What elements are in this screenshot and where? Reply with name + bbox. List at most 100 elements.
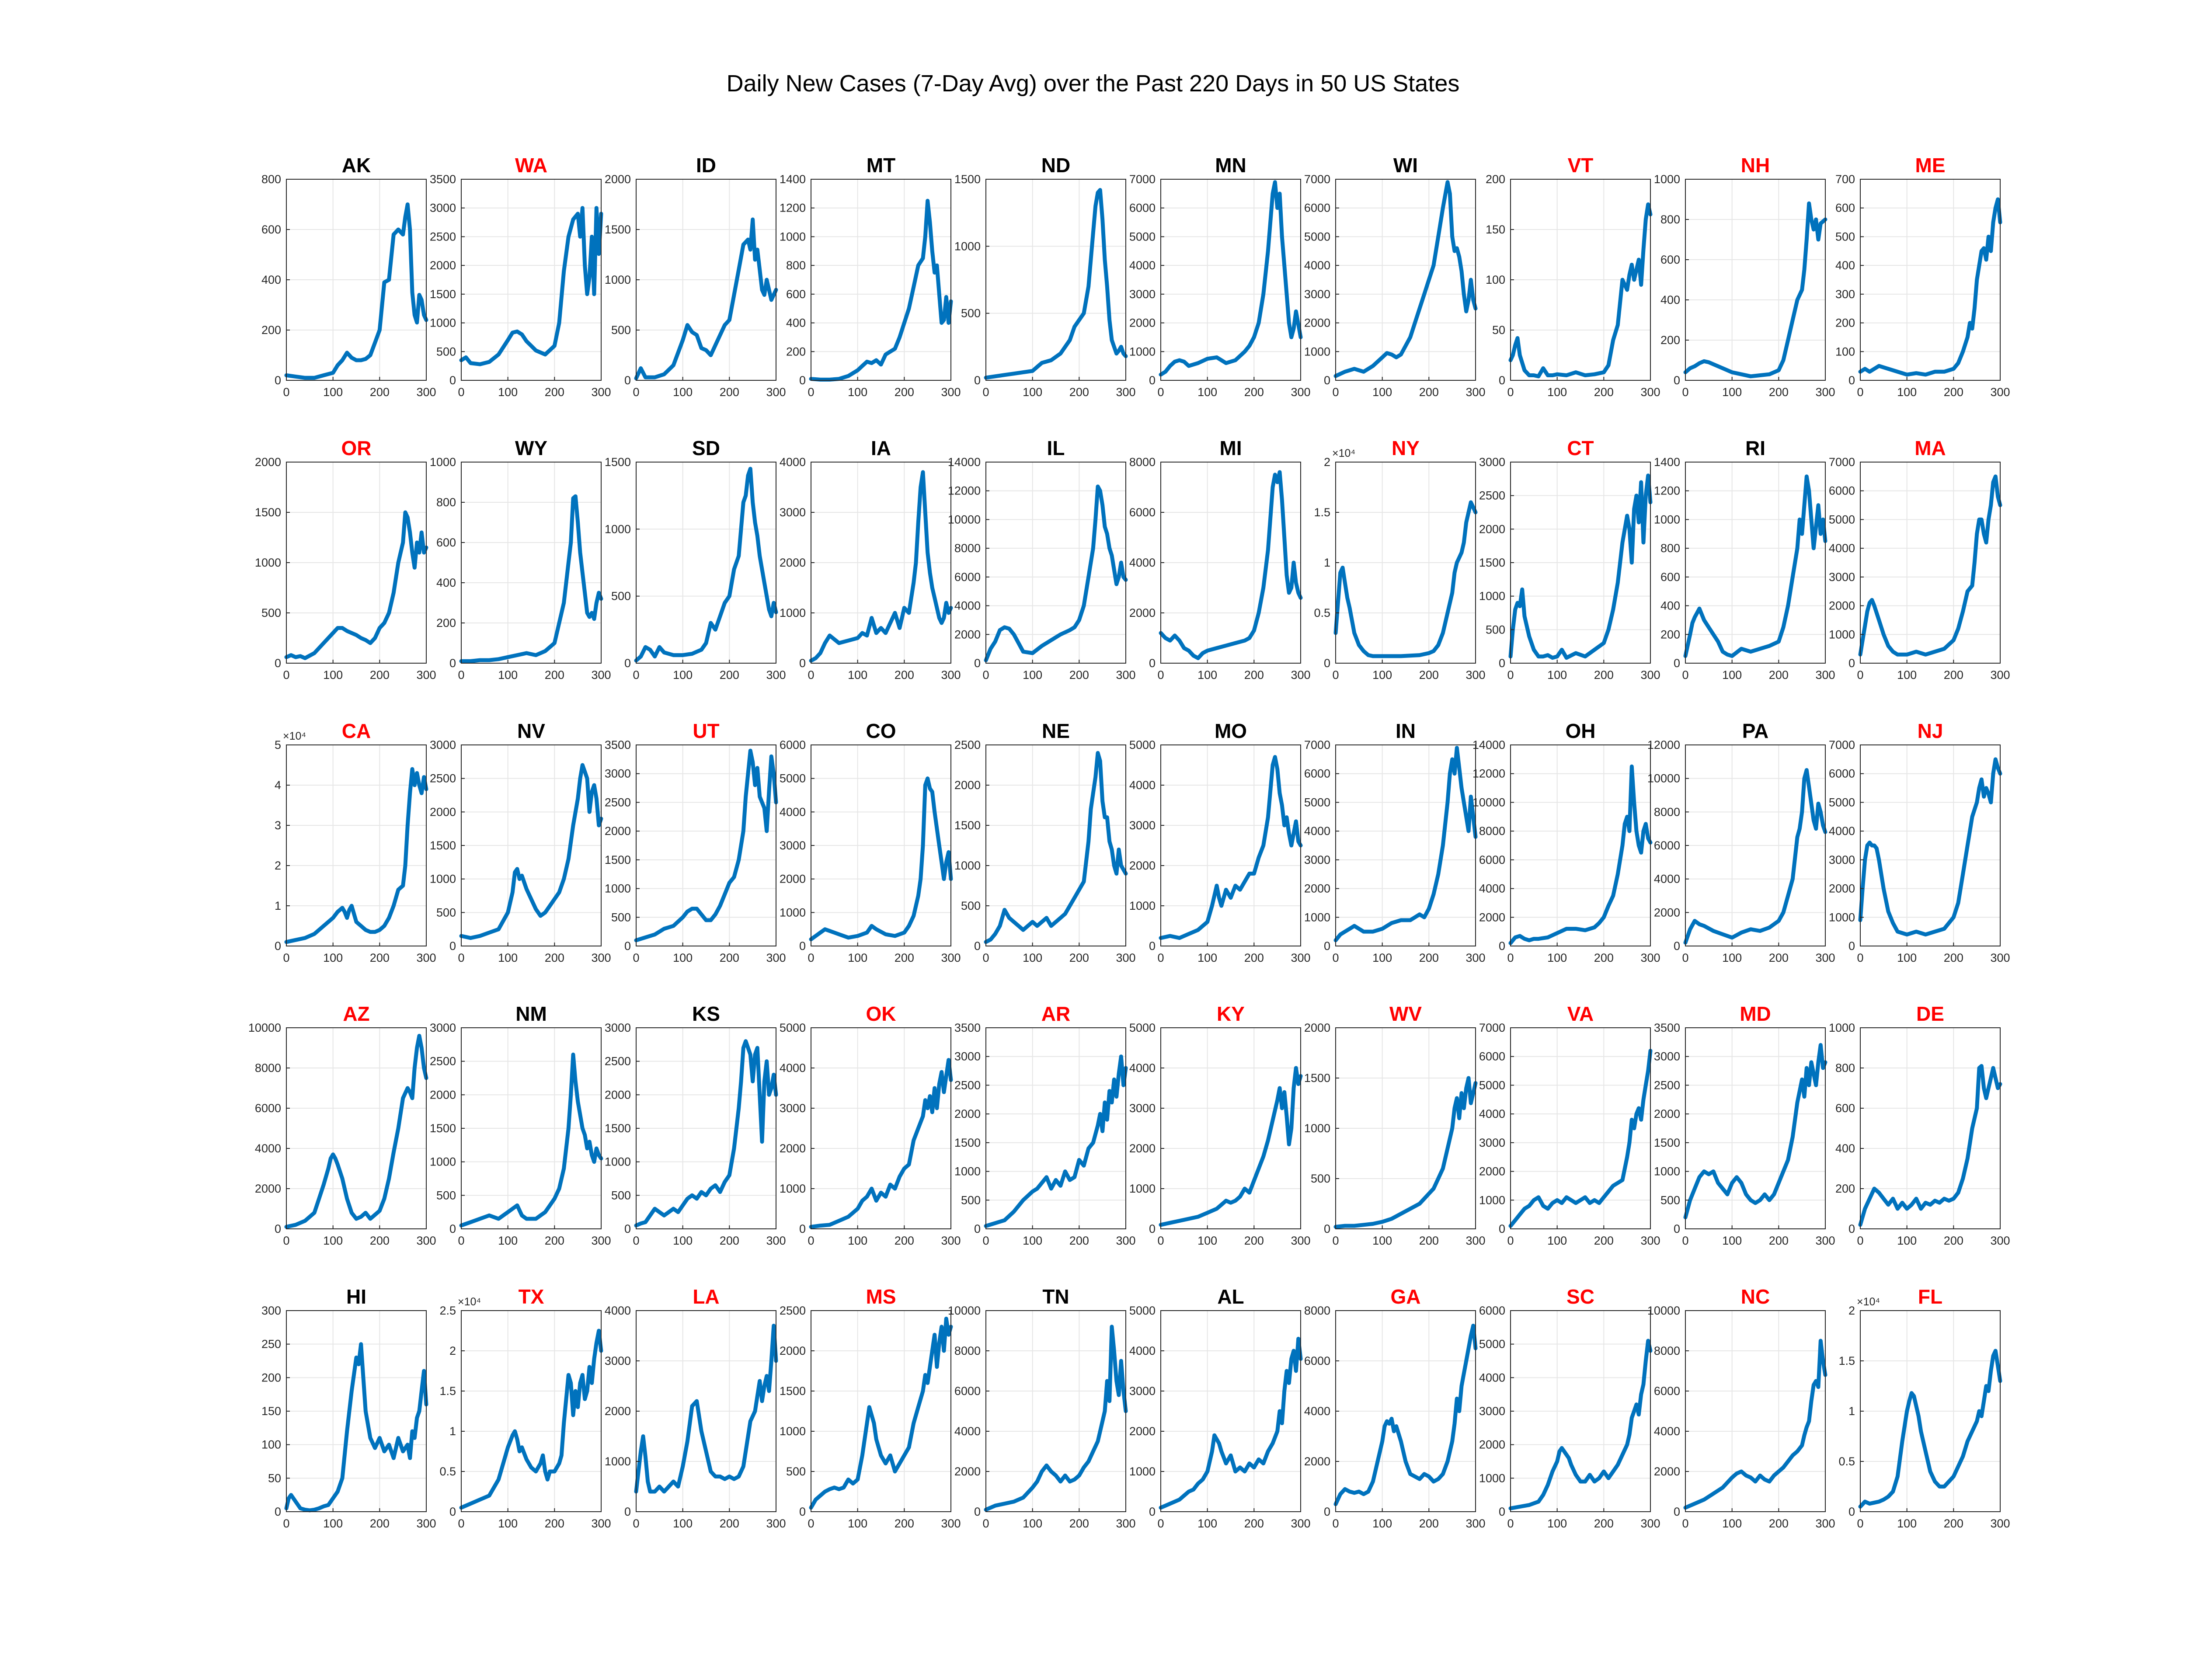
axes-box bbox=[1685, 1310, 1826, 1512]
y-tick-label: 5000 bbox=[1829, 513, 1855, 526]
x-tick-label: 0 bbox=[1507, 668, 1514, 682]
x-tick-label: 0 bbox=[982, 951, 989, 964]
x-tick-label: 0 bbox=[633, 1234, 639, 1247]
x-tick-label: 0 bbox=[1507, 951, 1514, 964]
y-tick-label: 0 bbox=[1674, 1505, 1680, 1518]
subplot-nj: 0 100 200 30001000200030004000500060007000N… bbox=[1829, 720, 2010, 964]
subplot-title: CT bbox=[1567, 437, 1594, 459]
x-tick-label: 0 bbox=[1157, 951, 1164, 964]
y-tick-label: 3000 bbox=[1129, 1102, 1156, 1115]
x-tick-label: 300 bbox=[1291, 1517, 1310, 1530]
y-tick-label: 2000 bbox=[780, 1344, 806, 1357]
y-tick-label: 1500 bbox=[605, 456, 631, 469]
y-tick-label: 4000 bbox=[1129, 556, 1156, 569]
series-line-oh bbox=[1508, 764, 1653, 945]
y-tick-label: 0 bbox=[974, 374, 981, 387]
x-tick-label: 0 bbox=[458, 386, 464, 399]
y-tick-label: 2000 bbox=[1129, 1425, 1156, 1438]
y-tick-label: 0 bbox=[1149, 657, 1156, 670]
x-tick-label: 0 bbox=[1332, 1517, 1339, 1530]
x-tick-label: 200 bbox=[895, 1234, 914, 1247]
y-tick-label: 1 bbox=[1848, 1405, 1855, 1418]
series-line-nv bbox=[459, 763, 603, 940]
x-tick-label: 300 bbox=[766, 1517, 786, 1530]
y-tick-label: 0.5 bbox=[1314, 606, 1330, 619]
subplot-title: MD bbox=[1740, 1002, 1771, 1025]
y-tick-label: 3000 bbox=[605, 1354, 631, 1367]
subplot-title: MT bbox=[867, 154, 895, 177]
y-tick-label: 2000 bbox=[1129, 859, 1156, 872]
x-tick-label: 300 bbox=[1990, 668, 2010, 682]
x-tick-label: 200 bbox=[1419, 1234, 1439, 1247]
y-tick-label: 2000 bbox=[780, 556, 806, 569]
y-tick-label: 600 bbox=[1835, 1102, 1855, 1115]
x-tick-label: 200 bbox=[1069, 951, 1089, 964]
x-tick-label: 0 bbox=[1157, 1517, 1164, 1530]
y-tick-label: 2000 bbox=[780, 1142, 806, 1155]
y-tick-label: 5000 bbox=[1479, 1078, 1505, 1092]
plot-area bbox=[1161, 1311, 1301, 1512]
plot-area bbox=[1685, 1311, 1825, 1512]
x-tick-label: 100 bbox=[1197, 668, 1217, 682]
y-tick-label: 500 bbox=[611, 1189, 631, 1202]
y-tick-label: 2500 bbox=[605, 796, 631, 809]
y-tick-label: 800 bbox=[261, 173, 281, 186]
y-tick-label: 1500 bbox=[430, 1122, 456, 1135]
y-tick-label: 200 bbox=[1835, 317, 1855, 330]
series-line-nh bbox=[1683, 201, 1827, 379]
y-tick-label: 1000 bbox=[1654, 513, 1680, 526]
x-tick-label: 100 bbox=[498, 951, 518, 964]
series-line-ok bbox=[809, 1058, 953, 1229]
series-line-tx bbox=[459, 1329, 603, 1510]
y-tick-label: 4000 bbox=[780, 805, 806, 818]
x-tick-label: 200 bbox=[370, 1517, 390, 1530]
subplot-title: LA bbox=[693, 1285, 719, 1308]
series-line-wy bbox=[459, 494, 603, 663]
y-tick-label: 500 bbox=[1835, 230, 1855, 243]
y-tick-label: 4000 bbox=[1129, 259, 1156, 272]
y-tick-label: 2 bbox=[1324, 456, 1330, 469]
y-tick-label: 200 bbox=[786, 345, 806, 358]
y-tick-label: 10000 bbox=[948, 1304, 981, 1317]
y-tick-label: 0 bbox=[275, 1222, 281, 1235]
y-tick-label: 800 bbox=[436, 496, 456, 509]
subplot-title: NY bbox=[1392, 437, 1420, 459]
axes-box bbox=[1685, 179, 1826, 381]
subplot-title: IN bbox=[1396, 720, 1416, 742]
plot-area bbox=[636, 462, 776, 663]
subplot-tx: 0 100 200 300 0 0.5 1 1.5 2 2.5×10⁴ TX bbox=[439, 1285, 611, 1530]
axes-box bbox=[1335, 179, 1476, 381]
y-tick-label: 10000 bbox=[248, 1021, 281, 1034]
x-tick-label: 200 bbox=[1244, 1234, 1264, 1247]
x-tick-label: 100 bbox=[1722, 386, 1742, 399]
y-tick-label: 600 bbox=[786, 288, 806, 301]
y-tick-label: 1000 bbox=[1129, 345, 1156, 358]
subplot-title: WA bbox=[515, 154, 547, 177]
y-tick-label: 2000 bbox=[605, 1088, 631, 1101]
y-tick-label: 2000 bbox=[430, 259, 456, 272]
x-tick-label: 100 bbox=[1372, 951, 1392, 964]
y-tick-label: 0 bbox=[1674, 657, 1680, 670]
y-tick-label: 2000 bbox=[605, 173, 631, 186]
x-tick-label: 200 bbox=[720, 386, 739, 399]
y-tick-label: 500 bbox=[611, 590, 631, 603]
plot-area bbox=[811, 1028, 951, 1229]
y-tick-label: 6000 bbox=[1479, 1050, 1505, 1063]
y-tick-label: 3000 bbox=[430, 202, 456, 215]
y-tick-label: 5000 bbox=[1129, 1021, 1156, 1034]
series-line-ri bbox=[1683, 474, 1827, 658]
y-tick-label: 1500 bbox=[605, 1122, 631, 1135]
subplot-az: 0 100 200 300 0 2000 4000 6000 8000 10000 AZ bbox=[248, 1002, 436, 1247]
x-tick-label: 100 bbox=[1547, 1234, 1567, 1247]
y-tick-label: 3000 bbox=[1129, 1384, 1156, 1398]
y-tick-label: 0 bbox=[1149, 1505, 1156, 1518]
x-tick-label: 0 bbox=[633, 668, 639, 682]
y-tick-label: 2000 bbox=[1479, 911, 1505, 924]
y-tick-label: 0 bbox=[799, 374, 806, 387]
x-tick-label: 100 bbox=[498, 1517, 518, 1530]
